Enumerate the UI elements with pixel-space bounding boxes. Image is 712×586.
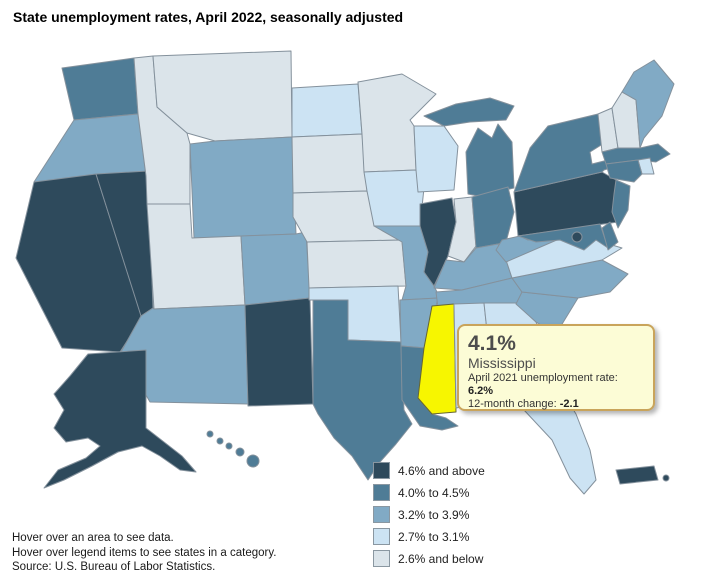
state-iowa[interactable] [363, 169, 425, 227]
footer-legend-note: Hover over legend items to see states in… [12, 546, 277, 559]
state-hawaii[interactable] [206, 430, 260, 468]
legend-swatch-lightest [373, 550, 390, 567]
state-new-jersey[interactable] [611, 179, 631, 229]
footer-notes: Hover over an area to see data. Hover ov… [12, 531, 276, 575]
tooltip-prior-year-line: April 2021 unemployment rate: 6.2% [468, 372, 618, 397]
map-legend: 4.6% and above 4.0% to 4.5% 3.2% to 3.9%… [373, 462, 485, 572]
state-wyoming[interactable] [189, 136, 297, 239]
state-kansas[interactable] [306, 239, 407, 289]
legend-item-2-6-and-below[interactable]: 2.6% and below [373, 550, 485, 567]
tooltip-state-name: Mississippi [468, 355, 536, 371]
state-illinois[interactable] [419, 197, 457, 287]
legend-item-2-7-to-3-1[interactable]: 2.7% to 3.1% [373, 528, 485, 545]
state-maine[interactable] [621, 59, 675, 149]
legend-swatch-medium [373, 506, 390, 523]
state-wisconsin[interactable] [413, 125, 459, 193]
legend-swatch-light [373, 528, 390, 545]
tooltip-change-line: 12-month change: -2.1 [468, 398, 579, 410]
footer-hover-note: Hover over an area to see data. [12, 532, 174, 544]
state-delaware[interactable] [601, 221, 619, 251]
legend-item-4-6-and-above[interactable]: 4.6% and above [373, 462, 485, 479]
state-connecticut[interactable] [605, 159, 643, 183]
footer-source-note: Source: U.S. Bureau of Labor Statistics. [12, 561, 216, 573]
territory-puerto-rico[interactable] [615, 465, 670, 485]
state-michigan[interactable] [423, 97, 515, 197]
tooltip-rate-value: 4.1% [468, 332, 516, 355]
state-north-dakota[interactable] [291, 83, 363, 138]
state-south-dakota[interactable] [291, 133, 368, 194]
state-new-mexico[interactable] [244, 297, 314, 407]
legend-swatch-dark [373, 484, 390, 501]
state-texas[interactable] [312, 299, 413, 481]
state-colorado[interactable] [240, 231, 311, 306]
map-tooltip: 4.1% Mississippi April 2021 unemployment… [457, 324, 655, 411]
state-district-of-columbia[interactable] [571, 231, 583, 243]
state-washington[interactable] [61, 57, 139, 121]
legend-swatch-darkest [373, 462, 390, 479]
page-title: State unemployment rates, April 2022, se… [13, 9, 404, 25]
state-alaska[interactable] [43, 349, 197, 489]
legend-item-3-2-to-3-9[interactable]: 3.2% to 3.9% [373, 506, 485, 523]
legend-item-4-0-to-4-5[interactable]: 4.0% to 4.5% [373, 484, 485, 501]
state-maryland[interactable] [517, 223, 609, 251]
